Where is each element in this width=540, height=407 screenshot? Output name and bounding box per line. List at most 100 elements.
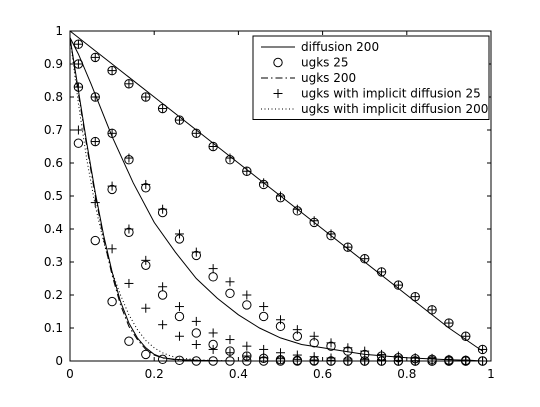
x-tick-label: 0.8 xyxy=(397,367,416,381)
data-point-plus xyxy=(478,344,488,354)
data-point-plus xyxy=(124,278,134,288)
y-tick-label: 0.9 xyxy=(44,57,63,71)
data-point-plus xyxy=(309,216,319,226)
data-point-plus xyxy=(259,178,269,188)
data-point-plus xyxy=(292,325,302,335)
data-point-circle xyxy=(141,349,151,360)
data-point-plus xyxy=(141,303,151,313)
data-point-plus xyxy=(427,305,437,315)
data-point-circle xyxy=(124,336,134,346)
data-point-plus xyxy=(242,341,252,351)
data-point-plus xyxy=(107,128,117,138)
y-tick-label: 0.1 xyxy=(44,321,63,335)
data-point-plus xyxy=(191,340,201,349)
data-point-plus xyxy=(326,338,336,348)
legend-label: ugks 200 xyxy=(301,71,356,85)
data-point-plus xyxy=(158,104,168,114)
data-point-plus xyxy=(73,39,83,49)
y-tick-label: 1 xyxy=(55,24,63,38)
data-point-plus xyxy=(191,247,201,257)
plot-area: 0 0.2 0.4 0.6 0.8 1 0 0.1 0.2 0.3 0.4 0.5 0.6 0.7 0.8 0… xyxy=(44,24,495,381)
y-tick-label: 0.4 xyxy=(44,222,63,236)
y-tick-label: 0 xyxy=(55,354,63,368)
data-point-plus xyxy=(292,354,302,364)
data-point-plus xyxy=(326,355,336,365)
y-tick-label: 0.2 xyxy=(44,288,63,302)
data-point-plus xyxy=(90,52,100,62)
data-point-plus xyxy=(191,316,201,326)
legend-circle-icon xyxy=(273,57,283,68)
data-point-plus xyxy=(174,115,184,125)
data-point-plus xyxy=(410,356,420,366)
data-point-plus xyxy=(73,59,83,69)
data-point-plus xyxy=(208,344,218,354)
y-tick-label: 0.6 xyxy=(44,156,63,170)
data-point-plus xyxy=(158,320,168,330)
data-point-plus xyxy=(309,331,319,341)
data-point-plus xyxy=(208,142,218,151)
data-point-plus xyxy=(191,128,201,138)
data-point-plus xyxy=(343,242,353,252)
x-tick-label: 0.6 xyxy=(313,367,332,381)
data-point-plus xyxy=(259,344,269,354)
data-point-circle xyxy=(242,300,252,310)
y-tick-label: 0.5 xyxy=(44,189,63,203)
data-point-plus xyxy=(377,267,387,277)
legend-item: diffusion 200 xyxy=(261,40,379,54)
data-point-plus xyxy=(174,302,184,312)
data-point-plus xyxy=(73,82,83,92)
data-point-plus xyxy=(90,137,100,147)
legend-item: ugks 25 xyxy=(273,56,349,70)
data-point-plus xyxy=(73,125,83,135)
data-point-plus xyxy=(242,351,252,361)
data-point-plus xyxy=(393,356,403,366)
legend-box xyxy=(252,35,490,120)
legend-label: ugks 25 xyxy=(301,56,349,70)
y-tick-label: 0.8 xyxy=(44,90,63,104)
data-point-plus xyxy=(141,255,151,265)
legend-label: ugks with implicit diffusion 200 xyxy=(301,102,488,116)
data-point-circle xyxy=(258,311,269,322)
data-point-plus xyxy=(309,355,319,365)
legend-label: ugks with implicit diffusion 25 xyxy=(301,87,481,101)
data-point-circle xyxy=(191,328,202,338)
data-point-plus xyxy=(107,66,117,76)
data-point-plus xyxy=(326,229,336,239)
data-point-plus xyxy=(225,348,235,358)
series-2 xyxy=(69,37,483,362)
data-point-plus xyxy=(225,277,235,287)
data-point-plus xyxy=(158,282,168,292)
data-point-circle xyxy=(157,354,168,365)
data-point-plus xyxy=(208,264,218,274)
data-point-plus xyxy=(141,92,151,102)
data-point-plus xyxy=(158,204,168,214)
data-point-plus xyxy=(360,346,370,356)
data-point-plus xyxy=(343,343,353,353)
data-point-plus xyxy=(90,92,100,102)
data-point-plus xyxy=(225,335,235,345)
x-tick-label: 1 xyxy=(487,367,495,381)
data-point-circle xyxy=(208,272,218,282)
data-point-plus xyxy=(242,166,252,176)
data-point-plus xyxy=(124,224,134,234)
data-point-circle xyxy=(157,290,168,300)
series-layer xyxy=(69,30,488,366)
data-point-plus xyxy=(141,179,151,189)
data-point-circle xyxy=(90,235,100,246)
data-point-plus xyxy=(410,292,420,302)
x-tick-label: 0.4 xyxy=(229,367,248,381)
x-tick-label: 0.2 xyxy=(145,367,164,381)
data-point-circle xyxy=(73,138,84,148)
data-point-plus xyxy=(444,318,454,328)
data-point-circle xyxy=(107,296,117,307)
data-point-plus xyxy=(242,290,252,300)
axis-ticks: 0 0.2 0.4 0.6 0.8 1 0 0.1 0.2 0.3 0.4 0.5 0.6 0.7 0.8 0… xyxy=(44,24,495,381)
data-point-plus xyxy=(208,328,218,338)
data-point-plus xyxy=(124,153,134,163)
legend-item: ugks with implicit diffusion 25 xyxy=(273,87,481,101)
legend-item: ugks with implicit diffusion 200 xyxy=(261,102,488,116)
data-point-plus xyxy=(174,229,184,239)
data-point-plus xyxy=(478,356,488,366)
